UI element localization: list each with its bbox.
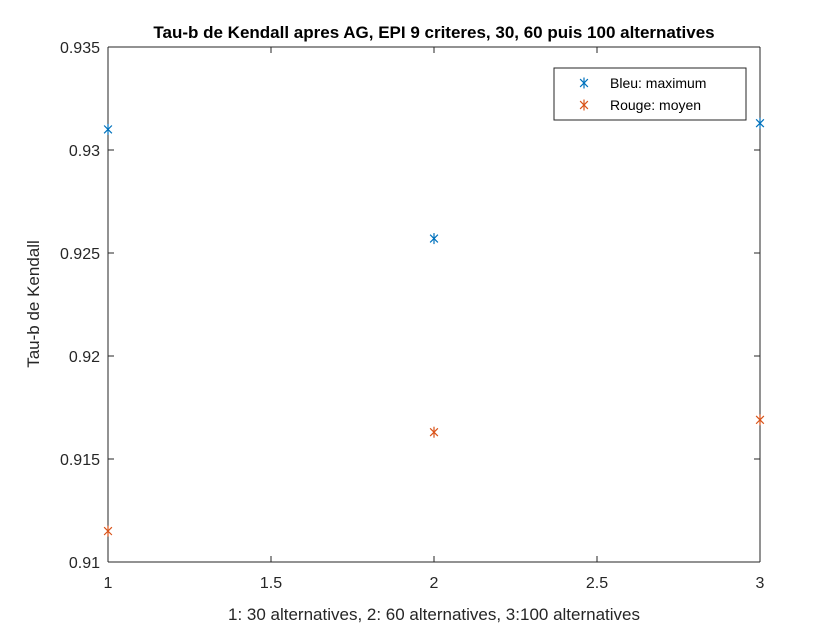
legend: Bleu: maximum Rouge: moyen (553, 67, 747, 121)
legend-entry-label: Rouge: moyen (610, 97, 701, 113)
x-tick-label: 2.5 (586, 575, 608, 592)
data-point-series-1 (755, 117, 765, 129)
data-points (103, 117, 765, 537)
legend-entry-label: Bleu: maximum (610, 75, 706, 91)
legend-marker (579, 77, 589, 89)
x-tick-label: 3 (756, 575, 765, 592)
plot-area (108, 47, 760, 562)
y-tick-label: 0.915 (60, 452, 100, 469)
x-tick-label: 1 (104, 575, 113, 592)
x-axis-label: 1: 30 alternatives, 2: 60 alternatives, … (228, 605, 640, 624)
y-tick-label: 0.925 (60, 246, 100, 263)
data-point-series-2 (429, 426, 439, 438)
y-tick-label: 0.93 (69, 143, 100, 160)
y-axis-label: Tau-b de Kendall (24, 240, 43, 368)
y-tick-label: 0.935 (60, 40, 100, 57)
data-point-series-1 (103, 123, 113, 135)
data-point-series-2 (103, 525, 113, 537)
chart-title: Tau-b de Kendall apres AG, EPI 9 critere… (153, 23, 714, 42)
x-tick-label: 2 (430, 575, 439, 592)
data-point-series-1 (429, 233, 439, 245)
y-tick-label: 0.92 (69, 349, 100, 366)
x-tick-label: 1.5 (260, 575, 282, 592)
legend-box (553, 67, 747, 121)
data-point-series-2 (755, 414, 765, 426)
legend-marker (579, 99, 589, 111)
y-tick-label: 0.91 (69, 555, 100, 572)
